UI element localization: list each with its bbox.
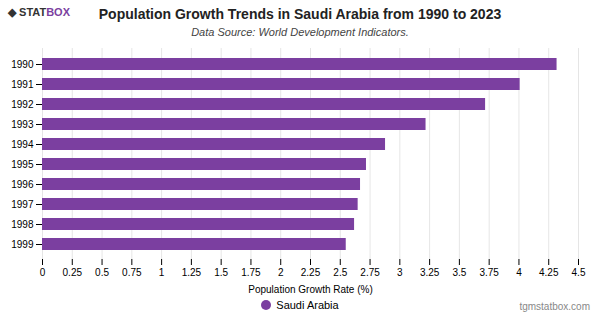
html-text:Saudi Arabia: Saudi Arabia <box>276 299 339 311</box>
svg-text:2.75: 2.75 <box>360 267 380 278</box>
svg-text:3.5: 3.5 <box>452 267 466 278</box>
svg-text:4.25: 4.25 <box>539 267 559 278</box>
svg-text:2: 2 <box>278 267 284 278</box>
svg-text:2.25: 2.25 <box>301 267 321 278</box>
svg-text:1: 1 <box>159 267 165 278</box>
svg-text:4.5: 4.5 <box>572 267 586 278</box>
svg-text:3.25: 3.25 <box>420 267 440 278</box>
svg-text:1993: 1993 <box>11 119 34 130</box>
html-text:tgmstatbox.com: tgmstatbox.com <box>519 301 590 312</box>
svg-text:1994: 1994 <box>11 139 34 150</box>
svg-text:0: 0 <box>40 267 46 278</box>
html-text:◆ STAT BOX: ◆ STAT BOX <box>8 6 70 18</box>
svg-text:4: 4 <box>516 267 522 278</box>
svg-text:1995: 1995 <box>11 159 34 170</box>
svg-text:1998: 1998 <box>11 219 34 230</box>
svg-text:Population Growth Rate (%): Population Growth Rate (%) <box>248 284 373 295</box>
svg-text:3.75: 3.75 <box>479 267 499 278</box>
svg-text:1992: 1992 <box>11 99 34 110</box>
svg-text:0.5: 0.5 <box>95 267 109 278</box>
svg-text:1990: 1990 <box>11 59 34 70</box>
svg-text:0.25: 0.25 <box>63 267 83 278</box>
svg-text:1.75: 1.75 <box>241 267 261 278</box>
html-text:Population Growth Trends in Sa: Population Growth Trends in Saudi Arabia… <box>98 6 502 22</box>
svg-text:1.25: 1.25 <box>182 267 202 278</box>
svg-text:3: 3 <box>397 267 403 278</box>
svg-text:0.75: 0.75 <box>122 267 142 278</box>
svg-text:1996: 1996 <box>11 179 34 190</box>
svg-text:1.5: 1.5 <box>214 267 228 278</box>
svg-text:1997: 1997 <box>11 199 34 210</box>
html-text:Data Source: World Development: Data Source: World Development Indicator… <box>191 26 409 38</box>
svg-text:1999: 1999 <box>11 239 34 250</box>
svg-text:2.5: 2.5 <box>333 267 347 278</box>
svg-text:1991: 1991 <box>11 79 34 90</box>
